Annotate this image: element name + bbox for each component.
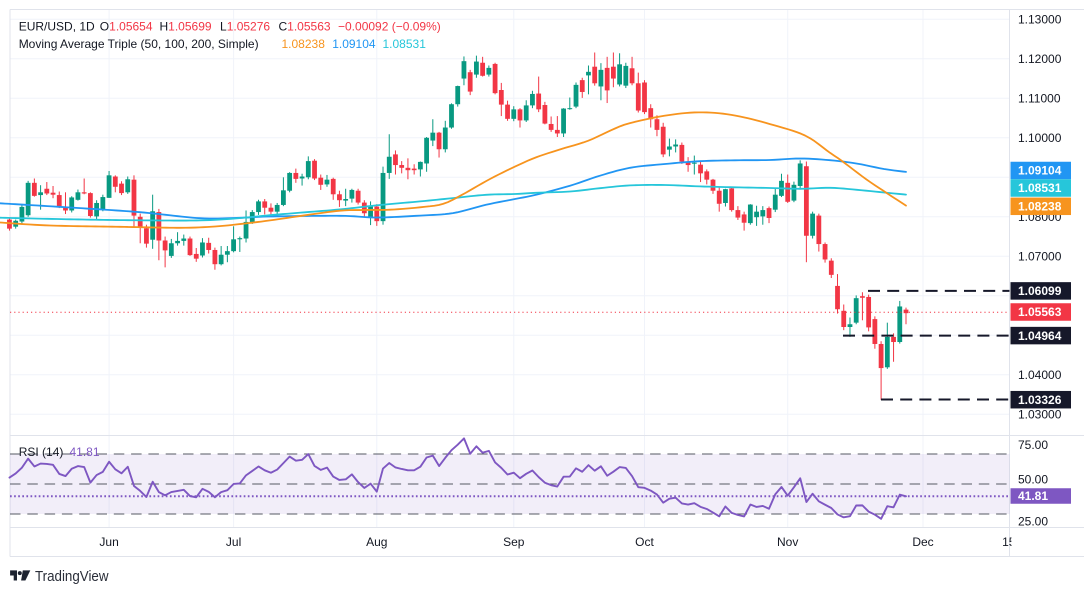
svg-text:1.08531: 1.08531 — [1018, 181, 1062, 195]
svg-text:O1.05654: O1.05654 — [100, 20, 153, 34]
svg-text:15: 15 — [1002, 535, 1016, 549]
svg-text:Jun: Jun — [99, 535, 118, 549]
svg-text:41.81: 41.81 — [1018, 489, 1048, 503]
svg-text:EUR/USD, 1D: EUR/USD, 1D — [19, 20, 95, 34]
svg-text:Aug: Aug — [366, 535, 387, 549]
svg-text:L1.05276: L1.05276 — [220, 20, 270, 34]
svg-text:Nov: Nov — [777, 535, 798, 549]
svg-text:1.11000: 1.11000 — [1018, 92, 1061, 106]
svg-text:1.04000: 1.04000 — [1018, 368, 1062, 382]
svg-text:Dec: Dec — [912, 535, 933, 549]
svg-text:TradingView: TradingView — [35, 568, 109, 585]
svg-text:Moving Average Triple (50, 100: Moving Average Triple (50, 100, 200, Sim… — [19, 37, 259, 51]
svg-text:1.12000: 1.12000 — [1018, 52, 1062, 66]
svg-text:Sep: Sep — [503, 535, 525, 549]
svg-text:1.13000: 1.13000 — [1018, 13, 1062, 27]
svg-text:75.00: 75.00 — [1018, 438, 1048, 452]
svg-text:1.08531: 1.08531 — [383, 37, 427, 51]
svg-text:−0.00092 (−0.09%): −0.00092 (−0.09%) — [338, 20, 441, 34]
svg-text:1.04964: 1.04964 — [1018, 329, 1062, 343]
svg-text:50.00: 50.00 — [1018, 473, 1048, 487]
svg-text:H1.05699: H1.05699 — [160, 20, 212, 34]
svg-text:1.06099: 1.06099 — [1018, 284, 1062, 298]
svg-text:1.08238: 1.08238 — [1018, 200, 1062, 214]
svg-text:RSI (14) 41.81: RSI (14) 41.81 — [19, 445, 100, 459]
svg-text:1.09104: 1.09104 — [332, 37, 376, 51]
svg-text:C1.05563: C1.05563 — [279, 20, 331, 34]
svg-text:1.08238: 1.08238 — [282, 37, 326, 51]
svg-text:25.00: 25.00 — [1018, 515, 1048, 529]
svg-text:1.07000: 1.07000 — [1018, 250, 1062, 264]
svg-text:1.10000: 1.10000 — [1018, 131, 1062, 145]
svg-text:Jul: Jul — [226, 535, 241, 549]
svg-text:1.03000: 1.03000 — [1018, 408, 1062, 422]
svg-text:1.05563: 1.05563 — [1018, 305, 1062, 319]
svg-text:Oct: Oct — [635, 535, 654, 549]
svg-text:1.03326: 1.03326 — [1018, 393, 1062, 407]
svg-text:1.09104: 1.09104 — [1018, 164, 1062, 178]
